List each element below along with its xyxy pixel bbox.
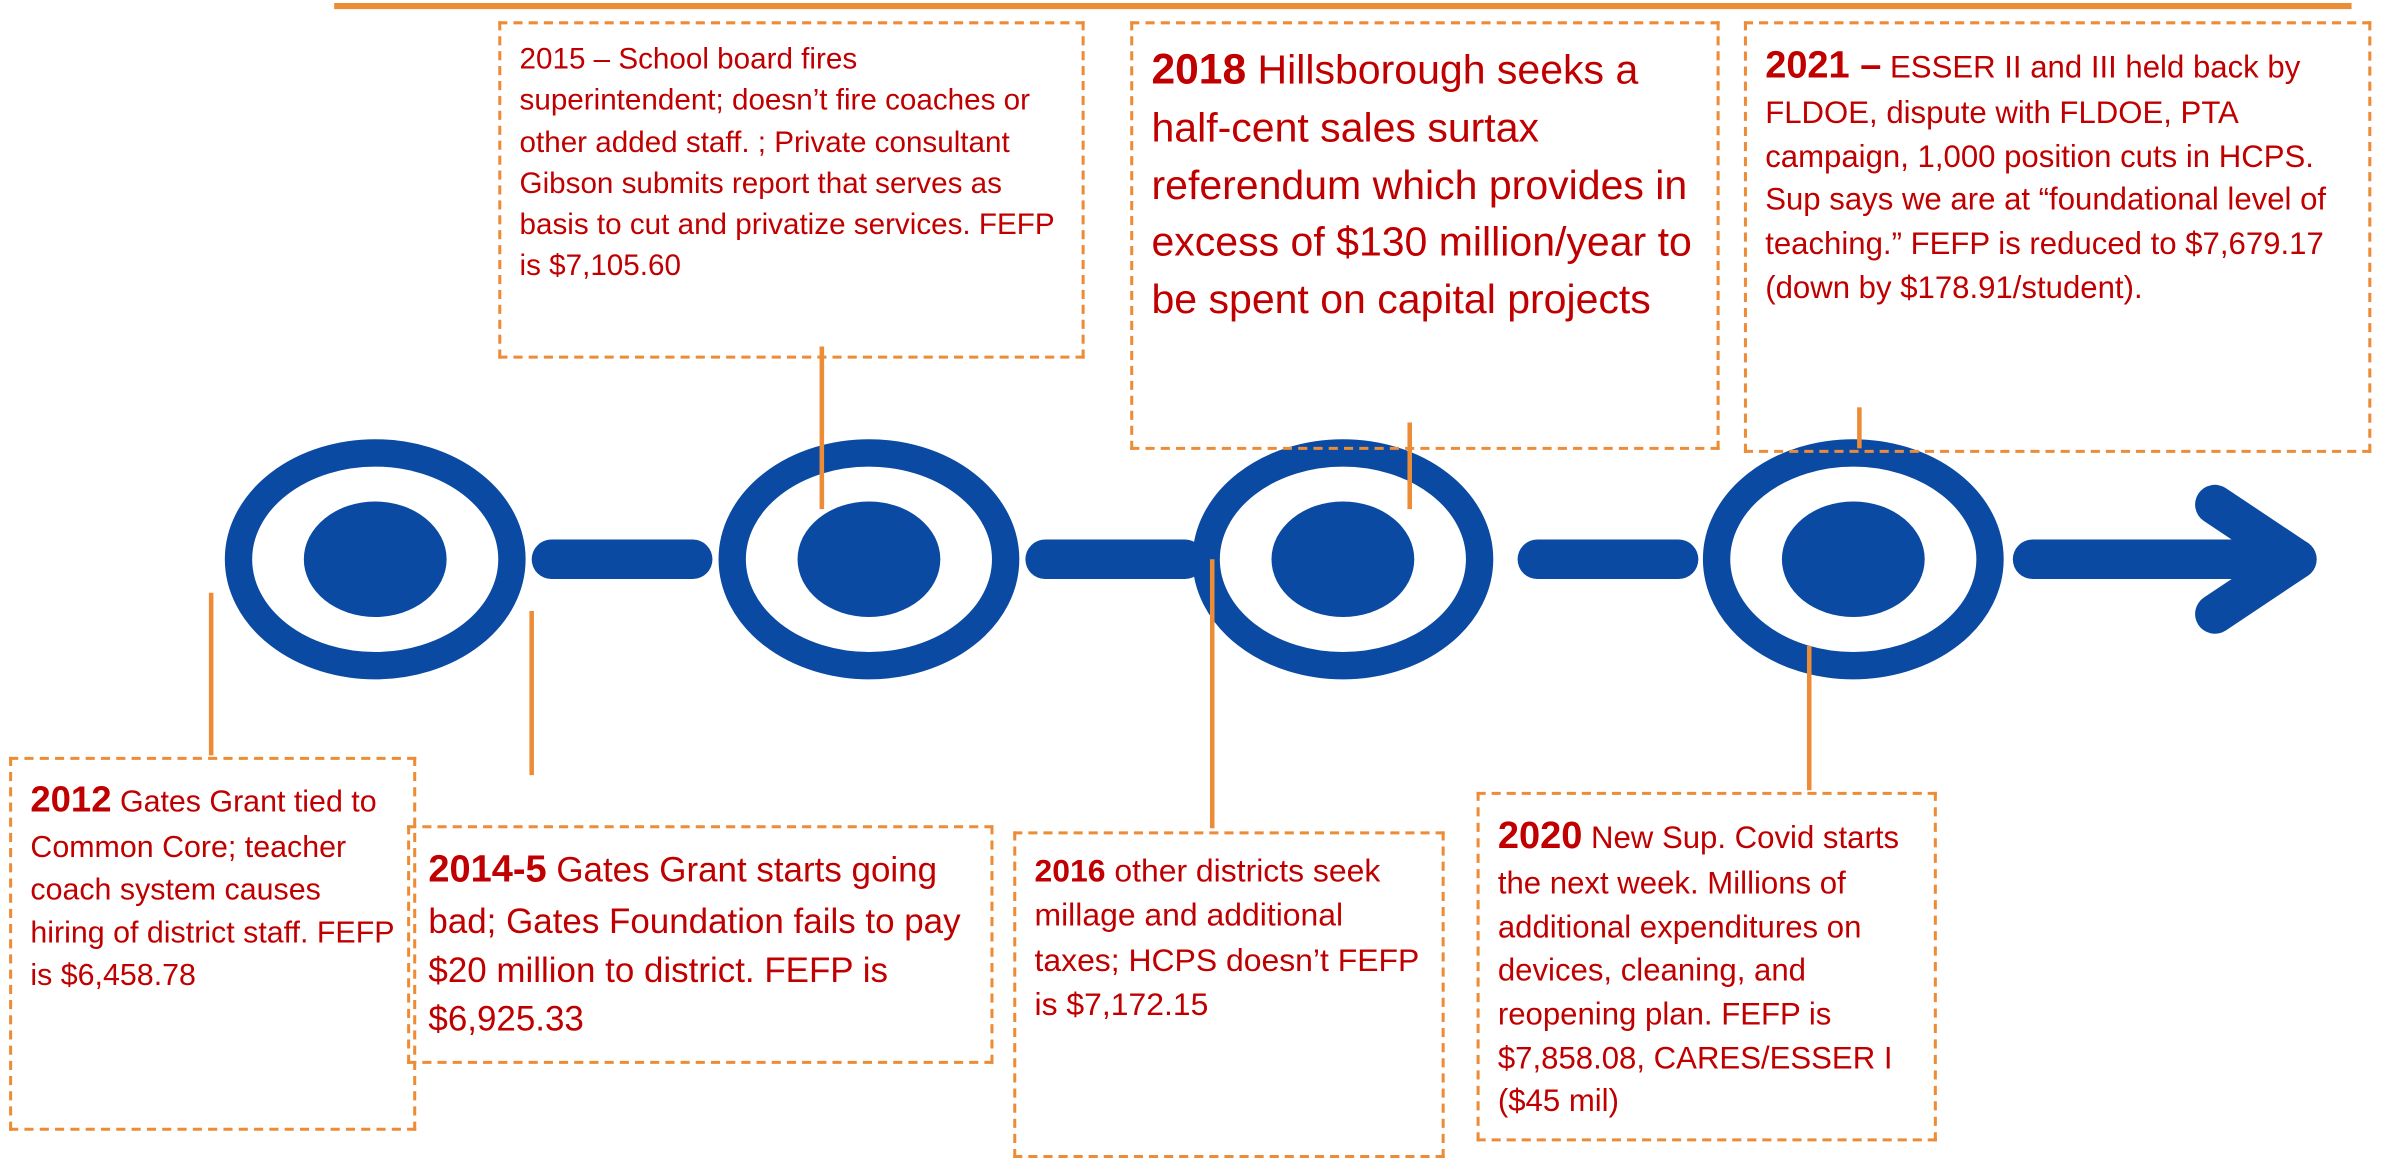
event-year: 2012: [30, 779, 112, 821]
node-dot: [1781, 501, 1925, 618]
event-text: New Sup. Covid starts the next week. Mil…: [1497, 820, 1900, 1120]
nodes: [224, 439, 2004, 680]
event-box: 2020 New Sup. Covid starts the next week…: [1476, 791, 1937, 1142]
event-text: other districts seek millage and additio…: [1034, 854, 1419, 1024]
event-box: 2018 Hillsborough seeks a half-cent sale…: [1130, 21, 1720, 450]
event-year: 2020: [1497, 814, 1583, 858]
leaders: [208, 346, 1862, 829]
event-box: 2012 Gates Grant tied to Common Core; te…: [9, 756, 417, 1131]
event-box: 2016 other districts seek millage and ad…: [1013, 831, 1445, 1158]
node-dot: [1271, 501, 1415, 618]
event-year: 2014-5: [428, 848, 547, 891]
event-text: ESSER II and III held back by FLDOE, dis…: [1765, 50, 2327, 306]
node-centers: [303, 501, 1925, 618]
node-ring: [1192, 439, 1494, 680]
event-text: Gates Grant tied to Common Core; teacher…: [30, 785, 394, 992]
event-box: 2014-5 Gates Grant starts going bad; Gat…: [407, 825, 994, 1064]
event-box: 2021 – ESSER II and III held back by FLD…: [1743, 21, 2372, 453]
event-text: Gates Grant starts going bad; Gates Foun…: [428, 849, 961, 1039]
event-year: 2018: [1151, 45, 1247, 93]
connectors: [531, 484, 2317, 634]
event-year: 2016: [1034, 854, 1106, 890]
event-text: Hillsborough seeks a half-cent sales sur…: [1151, 47, 1692, 323]
node-dot: [797, 501, 941, 618]
event-box: 2015 – School board fires superintendent…: [498, 21, 1085, 359]
node-dot: [303, 501, 447, 618]
event-text: 2015 – School board fires superintendent…: [519, 42, 1055, 284]
event-year: 2021 –: [1765, 44, 1882, 87]
arrow-head: [2195, 484, 2317, 634]
node-ring: [224, 439, 526, 680]
node-ring: [718, 439, 1020, 680]
